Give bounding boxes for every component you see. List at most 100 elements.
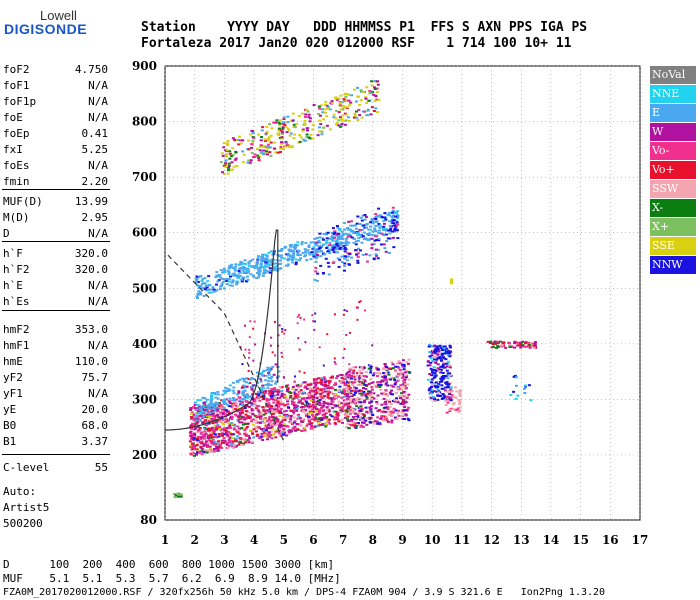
echo-point xyxy=(386,420,390,423)
echo-point xyxy=(375,98,379,101)
echo-point xyxy=(368,237,372,240)
echo-point xyxy=(248,378,252,381)
echo-point xyxy=(359,233,363,236)
echo-point xyxy=(197,276,201,279)
echo-point xyxy=(372,392,376,395)
echo-point xyxy=(342,356,345,359)
echo-point xyxy=(262,257,266,260)
echo-point xyxy=(383,212,387,215)
echo-point xyxy=(251,412,255,415)
echo-point xyxy=(296,241,300,244)
echo-point xyxy=(384,400,388,403)
echo-point xyxy=(342,379,346,382)
echo-point xyxy=(290,244,294,247)
echo-point xyxy=(211,422,215,425)
echo-point xyxy=(199,414,203,417)
echo-point xyxy=(206,437,210,440)
echo-point xyxy=(203,403,207,406)
echo-point xyxy=(265,130,269,133)
echo-point xyxy=(346,423,350,426)
echo-point xyxy=(238,421,242,424)
echo-point xyxy=(294,261,298,264)
echo-point xyxy=(304,400,308,403)
echo-point xyxy=(257,405,261,408)
echo-point xyxy=(331,387,335,390)
echo-point xyxy=(352,232,356,235)
echo-point xyxy=(248,336,251,339)
echo-point xyxy=(347,370,351,373)
echo-point xyxy=(234,283,238,286)
echo-point xyxy=(342,222,346,225)
echo-point xyxy=(253,414,257,417)
echo-point xyxy=(268,391,272,394)
echo-point xyxy=(285,397,289,400)
echo-point xyxy=(323,103,327,106)
echo-point xyxy=(267,402,271,405)
echo-point xyxy=(238,414,242,417)
echo-point xyxy=(207,449,211,452)
echo-point xyxy=(360,236,364,239)
echo-point xyxy=(239,441,243,444)
echo-point xyxy=(268,370,272,373)
echo-point xyxy=(343,416,347,419)
echo-point xyxy=(201,415,205,418)
param-name: fxI xyxy=(3,143,23,156)
echo-point xyxy=(402,368,406,371)
echo-point xyxy=(393,400,397,403)
echo-point xyxy=(236,276,240,279)
echo-point xyxy=(278,421,282,424)
echo-point xyxy=(324,100,328,103)
echo-point xyxy=(268,417,272,420)
echo-point xyxy=(216,416,220,419)
echo-point xyxy=(327,387,331,390)
echo-point xyxy=(343,403,346,406)
echo-point xyxy=(374,235,378,238)
echo-point xyxy=(224,418,228,421)
echo-point xyxy=(369,378,373,381)
echo-point xyxy=(342,244,346,247)
echo-point xyxy=(453,386,457,389)
echo-point xyxy=(283,332,286,335)
param-value: 320.0 xyxy=(74,247,108,260)
echo-point xyxy=(362,375,366,378)
echo-point xyxy=(434,386,438,389)
echo-point xyxy=(331,400,335,403)
echo-point xyxy=(305,108,309,111)
echo-point xyxy=(293,407,297,410)
echo-point xyxy=(320,108,324,111)
echo-point xyxy=(321,272,325,275)
echo-point xyxy=(527,344,531,347)
echo-point xyxy=(223,269,227,272)
echo-point xyxy=(261,274,265,277)
echo-point xyxy=(277,390,281,393)
echo-point xyxy=(290,400,294,403)
echo-point xyxy=(323,390,327,393)
echo-point xyxy=(342,269,346,272)
echo-point xyxy=(193,401,197,404)
echo-point xyxy=(450,394,454,397)
echo-point xyxy=(359,392,363,395)
param-value: 320.0 xyxy=(74,263,108,276)
echo-point xyxy=(388,220,392,223)
echo-point xyxy=(265,434,269,437)
echo-point xyxy=(312,401,316,404)
echo-point xyxy=(282,424,286,427)
echo-point xyxy=(242,262,246,265)
echo-point xyxy=(339,411,343,414)
echo-point xyxy=(370,386,374,389)
echo-point xyxy=(230,402,234,405)
echo-point xyxy=(273,141,277,144)
echo-point xyxy=(226,269,230,272)
echo-point xyxy=(292,411,296,414)
echo-point xyxy=(325,246,329,249)
echo-point xyxy=(288,134,292,137)
echo-point xyxy=(295,408,299,411)
echo-point xyxy=(193,434,197,437)
echo-point xyxy=(266,153,270,156)
echo-point xyxy=(245,267,249,270)
echo-point xyxy=(198,411,202,414)
echo-point xyxy=(307,251,311,254)
echo-point xyxy=(347,402,350,405)
echo-point xyxy=(364,375,368,378)
echo-point xyxy=(389,402,393,405)
